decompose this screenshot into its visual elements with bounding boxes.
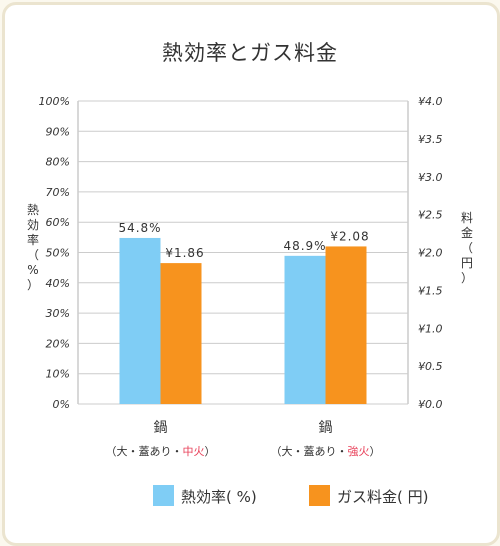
data-labels: 54.8% ¥1.86 48.9% ¥2.08 — [118, 221, 369, 260]
axis-titles: 熱効率（%）料金（円） — [27, 203, 473, 292]
heat-level-text: 中火 — [183, 445, 205, 458]
y-tick-label: 0% — [53, 398, 70, 411]
axis-title-char: 熱 — [27, 203, 39, 217]
y2-axis-title: 料金（円） — [461, 211, 473, 285]
axis-title-char: 率 — [27, 232, 39, 247]
category-sublabel: （大・蓋あり・強火） — [271, 444, 381, 458]
y2-tick-label: ¥3.5 — [418, 133, 443, 146]
left-axis-ticks: 0% 10% 20% 30% 40% 50% 60% 70% 80% 90% 100% — [39, 95, 70, 411]
sublabel-text: ） — [205, 445, 216, 458]
y-tick-label: 80% — [46, 156, 70, 169]
data-label-efficiency: 48.9% — [283, 239, 326, 253]
right-axis-ticks: ¥0.0 ¥0.5 ¥1.0 ¥1.5 ¥2.0 ¥2.5 ¥3.0 ¥3.5 ¥4.0 — [418, 95, 443, 411]
y-tick-label: 20% — [46, 337, 70, 350]
chart-title: 熱効率とガス料金 — [162, 41, 338, 65]
y-tick-label: 40% — [46, 277, 70, 290]
axis-title-char: 円 — [461, 256, 473, 270]
category-label: 鍋 — [154, 420, 168, 436]
y2-tick-label: ¥2.5 — [418, 209, 443, 222]
y-tick-label: 60% — [46, 216, 70, 229]
data-label-gas-cost: ¥2.08 — [330, 229, 369, 243]
legend-swatch-gas-cost — [309, 485, 330, 506]
legend-label-gas-cost: ガス料金( 円) — [337, 488, 428, 506]
legend-label-efficiency: 熱効率( %) — [181, 488, 257, 506]
axis-title-char: ） — [27, 278, 39, 292]
sublabel-text: 大・蓋あり・ — [282, 444, 348, 458]
y-tick-label: 90% — [46, 125, 70, 138]
y2-tick-label: ¥1.0 — [418, 322, 443, 335]
bar-efficiency — [119, 237, 161, 404]
axis-title-char: （ — [461, 241, 473, 255]
y-tick-label: 50% — [46, 247, 70, 260]
sublabel-text: 大・蓋あり・ — [117, 444, 183, 458]
axis-title-char: 金 — [461, 225, 473, 240]
sublabel-text: ） — [370, 445, 381, 458]
axis-title-char: % — [27, 263, 38, 277]
y-axis-title: 熱効率（%） — [27, 203, 39, 292]
axis-title-char: （ — [27, 248, 39, 262]
bar-gas-cost — [160, 263, 202, 404]
bars — [119, 237, 367, 404]
data-label-efficiency: 54.8% — [118, 221, 161, 235]
heat-level-text: 強火 — [348, 445, 370, 458]
y-tick-label: 70% — [46, 186, 70, 199]
axis-title-char: ） — [461, 271, 473, 285]
axis-title-char: 効 — [27, 217, 39, 232]
y-tick-label: 30% — [46, 307, 70, 320]
axis-title-char: 料 — [461, 211, 473, 225]
y2-tick-label: ¥1.5 — [418, 284, 443, 297]
y2-tick-label: ¥4.0 — [418, 95, 443, 108]
sublabel-text: （ — [271, 445, 282, 458]
category-labels: 鍋（大・蓋あり・中火）鍋（大・蓋あり・強火） — [106, 420, 381, 458]
y2-tick-label: ¥0.5 — [418, 360, 443, 373]
y-tick-label: 100% — [39, 95, 70, 108]
legend-swatch-efficiency — [153, 485, 174, 506]
y2-tick-label: ¥2.0 — [418, 247, 443, 260]
y2-tick-label: ¥3.0 — [418, 171, 443, 184]
bar-gas-cost — [325, 246, 367, 404]
y-tick-label: 10% — [46, 368, 70, 381]
legend: 熱効率( %) ガス料金( 円) — [153, 485, 428, 506]
bar-efficiency — [284, 255, 326, 404]
y2-tick-label: ¥0.0 — [418, 398, 443, 411]
sublabel-text: （ — [106, 445, 117, 458]
data-label-gas-cost: ¥1.86 — [165, 246, 204, 260]
category-label: 鍋 — [319, 420, 333, 436]
category-sublabel: （大・蓋あり・中火） — [106, 444, 216, 458]
